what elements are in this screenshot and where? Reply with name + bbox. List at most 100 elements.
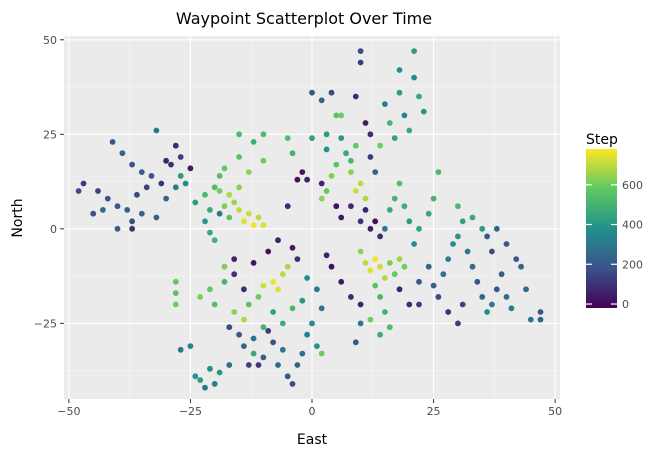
scatter-point [172, 184, 179, 191]
scatter-point [114, 203, 121, 210]
scatter-point [187, 165, 194, 172]
scatter-point [289, 150, 296, 157]
scatter-point [503, 241, 510, 247]
scatter-point [226, 324, 233, 331]
scatter-point [464, 248, 471, 255]
scatter-point [386, 324, 393, 331]
scatter-point [231, 271, 238, 278]
y-tick-label: 25 [43, 128, 57, 141]
scatter-point [260, 222, 267, 229]
y-tick-label: −25 [34, 317, 57, 330]
scatter-point [318, 350, 325, 357]
scatter-point [411, 74, 417, 81]
scatter-point [299, 169, 306, 176]
scatter-point [513, 256, 520, 262]
scatter-point [255, 214, 262, 221]
scatter-point [348, 169, 354, 176]
scatter-point [357, 48, 364, 54]
scatter-point [245, 169, 252, 176]
scatter-point [479, 225, 486, 232]
scatter-point [211, 301, 218, 308]
scatter-point [479, 294, 486, 300]
scatter-point [377, 294, 383, 300]
scatter-point [129, 161, 136, 168]
scatter-point [221, 278, 228, 285]
scatter-point [294, 176, 301, 183]
scatter-point [474, 278, 481, 285]
scatter-point [338, 214, 345, 221]
scatter-point [299, 350, 306, 357]
scatter-point [382, 225, 388, 232]
scatter-point [348, 294, 354, 300]
scatter-point [338, 112, 345, 119]
scatter-point [503, 294, 510, 300]
scatter-point [386, 120, 393, 126]
scatter-point [211, 184, 218, 191]
scatter-point [357, 218, 364, 225]
scatter-point [216, 210, 223, 217]
scatter-point [333, 161, 340, 168]
scatter-point [362, 207, 369, 213]
scatter-point [377, 331, 383, 338]
scatter-point [367, 154, 374, 160]
scatter-point [100, 207, 106, 213]
y-axis-ticks: −25 0 25 50 [34, 34, 64, 330]
x-tick-label: 50 [548, 405, 562, 418]
scatter-point [192, 373, 199, 380]
scatter-point [289, 381, 296, 387]
scatter-point [211, 237, 218, 244]
scatter-point [250, 260, 257, 266]
scatter-point [372, 218, 379, 225]
scatter-point [537, 316, 544, 323]
scatter-point [318, 97, 325, 104]
scatter-point [275, 286, 281, 293]
scatter-point [255, 362, 262, 368]
scatter-point [192, 199, 199, 206]
scatter-point [401, 203, 408, 210]
scatter-point [348, 157, 354, 164]
scatter-point [425, 263, 432, 270]
scatter-point [420, 108, 427, 115]
scatter-point [357, 180, 364, 187]
scatter-point [226, 191, 233, 198]
x-tick-label: −50 [57, 405, 80, 418]
scatter-point [114, 225, 121, 232]
scatter-point [138, 169, 145, 176]
scatter-point [527, 316, 534, 323]
scatter-point [333, 203, 340, 210]
scatter-point [284, 135, 291, 142]
scatter-point [489, 301, 495, 308]
scatter-point [445, 309, 452, 315]
scatter-point [172, 142, 179, 149]
scatter-point [411, 241, 417, 247]
scatter-point [318, 180, 325, 187]
scatter-point [75, 188, 82, 194]
scatter-point [304, 275, 310, 281]
scatter-point [245, 362, 252, 368]
scatter-point [289, 244, 296, 251]
scatter-point [260, 157, 267, 164]
scatter-point [362, 120, 369, 126]
scatter-point [352, 93, 359, 100]
scatter-point [304, 331, 310, 338]
scatter-point [221, 165, 228, 172]
scatter-point [401, 263, 408, 270]
scatter-point [270, 278, 276, 285]
scatter-point [207, 229, 213, 236]
scatter-point [469, 214, 476, 221]
scatter-point [294, 362, 301, 368]
scatter-point [396, 180, 403, 187]
legend-tick-label: 0 [622, 298, 629, 311]
scatter-point [241, 286, 247, 293]
y-tick-label: 0 [50, 223, 57, 236]
scatter-point [265, 328, 272, 334]
x-axis-title: East [297, 432, 328, 448]
scatter-point [309, 320, 315, 327]
scatter-point [309, 89, 315, 96]
scatter-point [138, 210, 145, 217]
scatter-point [416, 93, 422, 100]
scatter-point [80, 180, 87, 187]
scatter-point [202, 218, 208, 225]
scatter-point [95, 188, 101, 194]
scatter-point [430, 195, 437, 202]
